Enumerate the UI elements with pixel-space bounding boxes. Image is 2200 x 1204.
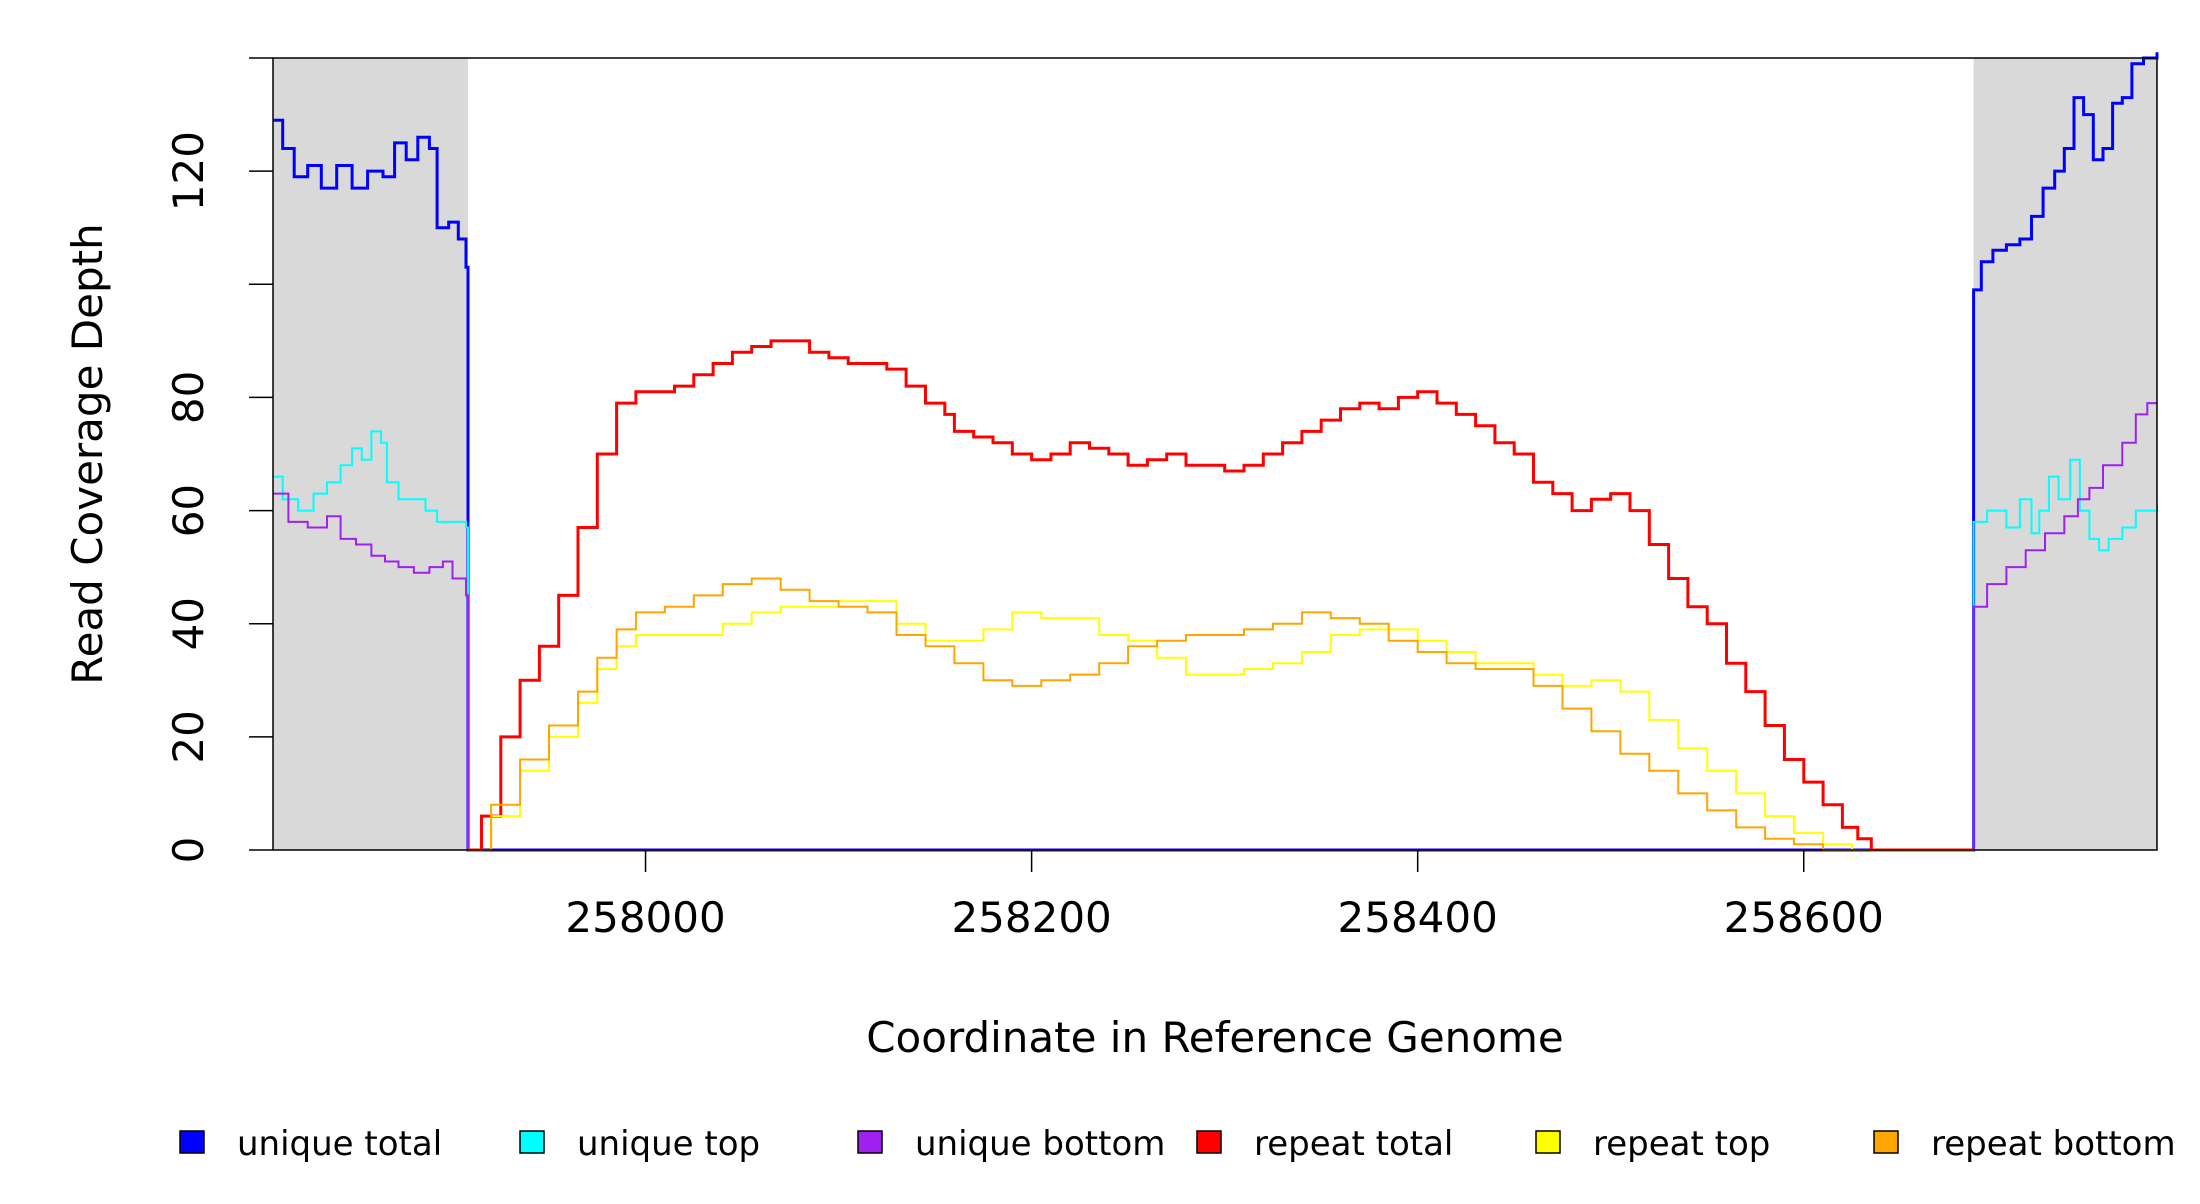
legend-swatch	[1196, 1130, 1222, 1154]
series-repeat-top	[468, 600, 1974, 851]
series-lines	[273, 52, 2159, 852]
y-axis: 0 20 40 60 80 120	[164, 57, 273, 864]
legend-swatch	[179, 1130, 205, 1154]
legend-item-repeat-top: repeat top	[1535, 1124, 1770, 1164]
legend-label: repeat bottom	[1931, 1124, 2176, 1164]
legend-swatch	[857, 1130, 883, 1154]
legend: unique total unique top unique bottom repea…	[179, 1124, 2176, 1164]
legend-label: unique total	[237, 1124, 442, 1164]
x-tick-label: 258000	[565, 893, 725, 942]
series-repeat-bottom	[468, 577, 1974, 851]
series-repeat-total	[468, 339, 1974, 852]
legend-item-unique-top: unique top	[519, 1124, 760, 1164]
y-axis-label: Read Coverage Depth	[63, 223, 112, 684]
legend-label: repeat top	[1593, 1124, 1770, 1164]
x-axis-label: Coordinate in Reference Genome	[866, 1013, 1564, 1062]
legend-item-repeat-bottom: repeat bottom	[1873, 1124, 2176, 1164]
series-unique-bottom	[273, 402, 2157, 851]
legend-label: unique top	[577, 1124, 760, 1164]
series-unique-top	[273, 430, 2158, 851]
series-unique-total	[273, 52, 2159, 852]
y-tick-label: 20	[164, 710, 213, 763]
x-axis: 258000 258200 258400 258600	[565, 850, 1884, 942]
shaded-region-1	[1973, 58, 2157, 850]
legend-swatch	[1535, 1130, 1561, 1154]
y-tick-label: 60	[164, 484, 213, 537]
legend-item-unique-bottom: unique bottom	[857, 1124, 1165, 1164]
legend-item-unique-total: unique total	[179, 1124, 442, 1164]
shaded-regions	[273, 58, 2157, 850]
legend-item-repeat-total: repeat total	[1196, 1124, 1453, 1164]
y-tick-label: 120	[164, 131, 213, 211]
x-tick-label: 258200	[951, 893, 1111, 942]
x-tick-label: 258400	[1338, 893, 1498, 942]
x-tick-label: 258600	[1724, 893, 1884, 942]
plot-frame	[272, 57, 2158, 851]
y-tick-label: 80	[164, 371, 213, 424]
legend-label: unique bottom	[915, 1124, 1165, 1164]
y-tick-label: 40	[164, 597, 213, 650]
legend-label: repeat total	[1254, 1124, 1453, 1164]
legend-swatch	[519, 1130, 545, 1154]
y-tick-label: 0	[164, 837, 213, 864]
legend-swatch	[1873, 1130, 1899, 1154]
